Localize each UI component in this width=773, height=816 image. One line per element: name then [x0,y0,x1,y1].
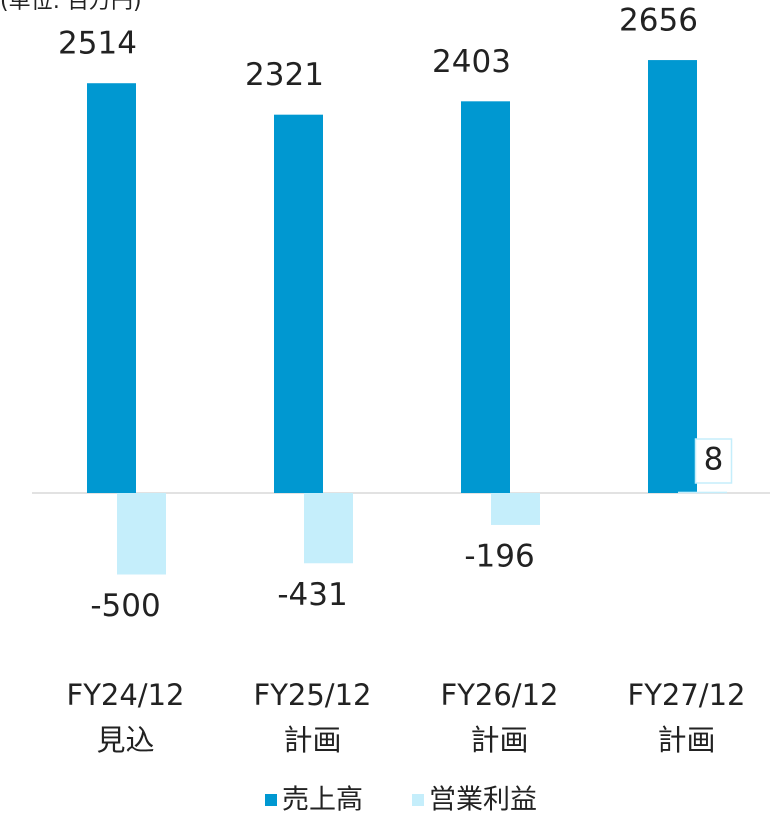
bar [491,493,540,525]
bar [274,114,323,493]
legend-swatch [265,794,277,806]
value-label: -431 [277,577,347,613]
bar [678,491,727,494]
bar [304,493,353,564]
value-label: 2656 [619,3,698,39]
bar [117,493,166,575]
label-box [694,438,733,484]
x-tick-label-line: 計画 [657,723,715,757]
bar [461,101,510,493]
x-tick-label-line: 計画 [470,723,528,757]
value-label: 2403 [432,44,511,80]
value-label: 2514 [58,26,137,62]
x-tick-label-line: FY25/12 [254,678,372,712]
x-tick-label-line: 見込 [96,723,154,757]
unit-label: (単位: 百万円) [0,0,142,14]
x-tick-label: FY24/12 見込 [67,678,185,757]
x-tick-label: FY26/12 計画 [441,678,559,757]
x-tick-label-line: FY26/12 [441,678,559,712]
x-tick-label: FY27/12 計画 [628,678,746,757]
x-tick-label-line: FY27/12 [628,678,746,712]
bar [87,83,136,493]
value-label: 2321 [245,57,324,93]
bar [648,60,697,494]
legend-label: 売上高 [282,785,363,816]
legend-swatch [412,794,424,806]
x-tick-label-line: 計画 [283,723,341,757]
value-label: -196 [464,538,534,574]
x-tick-label: FY25/12 計画 [254,678,372,757]
x-tick-label-line: FY24/12 [67,678,185,712]
value-label: 8 [704,442,724,478]
value-label: -500 [90,588,160,624]
legend-label: 営業利益 [429,785,537,816]
